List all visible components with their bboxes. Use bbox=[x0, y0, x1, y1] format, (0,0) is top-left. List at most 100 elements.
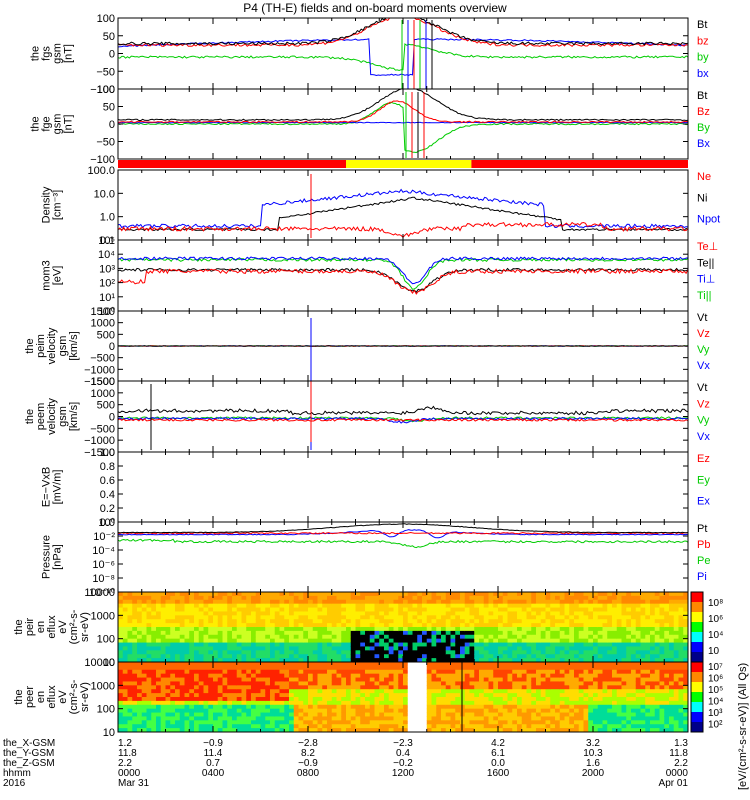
y-tick-label: 0.2 bbox=[100, 503, 115, 515]
y-tick-label: 100 bbox=[97, 13, 115, 25]
series-line bbox=[118, 190, 688, 228]
y-tick-label: 1500 bbox=[91, 376, 115, 388]
x-tick-label: 0400 bbox=[202, 768, 225, 779]
y-tick-label: 10⁻⁸ bbox=[92, 573, 115, 585]
heatmap-9 bbox=[118, 592, 689, 663]
series-line bbox=[118, 419, 688, 421]
legend-ez: Ez bbox=[697, 453, 710, 465]
legend-bx: Bx bbox=[697, 138, 710, 150]
legend-bt: Bt bbox=[697, 19, 707, 31]
y-axis-label: [nT] bbox=[63, 44, 75, 63]
legend-by: By bbox=[697, 122, 710, 134]
y-tick-label: 10⁰ bbox=[98, 517, 115, 529]
mode-bar-segment bbox=[118, 160, 346, 168]
y-tick-label: 10¹ bbox=[99, 292, 115, 304]
y-tick-label: 10.0 bbox=[94, 188, 115, 200]
y-tick-label: 10 bbox=[103, 727, 115, 739]
legend-vz: Vz bbox=[697, 398, 710, 410]
panel-frame bbox=[118, 452, 688, 522]
y-axis-label: [nPa] bbox=[52, 544, 64, 570]
y-tick-label: 100 bbox=[97, 634, 115, 646]
legend-bz: bz bbox=[697, 35, 709, 47]
colorbar-tick: 10⁴ bbox=[708, 630, 723, 641]
colorbar-tick: 10⁶ bbox=[708, 614, 723, 625]
series-line bbox=[118, 44, 688, 71]
y-tick-label: 1.0 bbox=[100, 212, 115, 224]
legend-vx: Vx bbox=[697, 431, 710, 443]
panel-lines-6 bbox=[118, 407, 688, 424]
panel-lines-3 bbox=[118, 190, 688, 238]
colorbar-tick: 10² bbox=[708, 720, 723, 731]
y-tick-label: 10⁵ bbox=[98, 235, 115, 247]
y-tick-label: 0.6 bbox=[100, 475, 115, 487]
y-tick-label: −1000 bbox=[84, 435, 115, 447]
y-tick-label: 10⁻⁴ bbox=[92, 545, 115, 557]
colorbar-tick: 10⁷ bbox=[708, 662, 723, 673]
series-line bbox=[118, 539, 688, 547]
y-tick-label: 0 bbox=[109, 49, 115, 61]
colorbar-tick: 10⁵ bbox=[708, 685, 723, 696]
colorbar bbox=[691, 592, 703, 733]
colorbar-tick: 10⁲ bbox=[708, 646, 720, 657]
y-tick-label: 10000 bbox=[84, 587, 115, 599]
y-tick-label: 100 bbox=[97, 704, 115, 716]
panel-lines-5 bbox=[118, 346, 688, 347]
plot-canvas: 10⁸10⁶10⁴10⁲10⁷10⁶10⁵10⁴10³10² [eV/(cm²-s… bbox=[0, 0, 750, 800]
legend-ti⊥: Ti⊥ bbox=[697, 274, 715, 286]
panel-frame bbox=[118, 18, 688, 89]
mode-bar-segment bbox=[471, 160, 688, 168]
series-line bbox=[118, 257, 688, 284]
legend-npot: Npot bbox=[697, 214, 720, 226]
panel-lines-1 bbox=[118, 89, 688, 153]
y-tick-label: 50 bbox=[103, 102, 115, 114]
y-tick-label: 0 bbox=[109, 341, 115, 353]
legend-bx: bx bbox=[697, 68, 709, 80]
x-tick-label: 1200 bbox=[392, 768, 415, 779]
y-axis-label: [km/s] bbox=[68, 402, 80, 431]
panel-lines-4 bbox=[118, 257, 688, 294]
series-line bbox=[118, 407, 688, 415]
colorbar-tick: 10³ bbox=[708, 708, 723, 719]
y-tick-label: −500 bbox=[90, 353, 115, 365]
legend-vt: Vt bbox=[697, 312, 707, 324]
heatmap-10 bbox=[118, 662, 689, 733]
colorbar-tick: 10⁸ bbox=[708, 598, 723, 609]
legend-ti||: Ti|| bbox=[697, 290, 711, 302]
legend-te⊥: Te⊥ bbox=[697, 241, 718, 253]
y-axis-label: [km/s] bbox=[68, 331, 80, 360]
y-axis-label: [cm⁻³] bbox=[52, 190, 64, 220]
y-tick-label: 1000 bbox=[91, 680, 115, 692]
legend-pi: Pi bbox=[697, 571, 707, 583]
y-tick-label: −50 bbox=[96, 137, 115, 149]
legend-te||: Te|| bbox=[697, 257, 714, 269]
legend-bz: Bz bbox=[697, 106, 710, 118]
y-tick-label: 0.4 bbox=[100, 489, 115, 501]
y-tick-label: 0 bbox=[109, 119, 115, 131]
x-row-label: 2016 bbox=[3, 778, 26, 789]
y-tick-label: 50 bbox=[103, 31, 115, 43]
y-tick-label: −1000 bbox=[84, 364, 115, 376]
legend-vz: Vz bbox=[697, 328, 710, 340]
y-tick-label: 500 bbox=[97, 329, 115, 341]
series-line bbox=[118, 102, 688, 152]
y-tick-label: 1.0 bbox=[100, 447, 115, 459]
x-tick-label: 0800 bbox=[297, 768, 320, 779]
legend-ne: Ne bbox=[697, 171, 711, 183]
legend-vy: Vy bbox=[697, 415, 710, 427]
legend-ex: Ex bbox=[697, 496, 710, 508]
legend-pt: Pt bbox=[697, 523, 707, 535]
y-tick-label: 100 bbox=[97, 84, 115, 96]
y-tick-label: 10⁻⁶ bbox=[92, 559, 115, 571]
series-line bbox=[118, 259, 688, 290]
y-tick-label: 1000 bbox=[91, 610, 115, 622]
y-axis-label: [eV] bbox=[52, 266, 64, 286]
y-axis-label: [mV/m] bbox=[52, 470, 64, 505]
legend-ey: Ey bbox=[697, 474, 710, 486]
y-tick-label: 10000 bbox=[84, 657, 115, 669]
x-tick-label: Mar 31 bbox=[118, 778, 150, 789]
legend-ni: Ni bbox=[697, 192, 707, 204]
legend-pe: Pe bbox=[697, 555, 710, 567]
panel-frame bbox=[118, 381, 688, 452]
legend-by: by bbox=[697, 52, 709, 64]
y-tick-label: −50 bbox=[96, 66, 115, 78]
